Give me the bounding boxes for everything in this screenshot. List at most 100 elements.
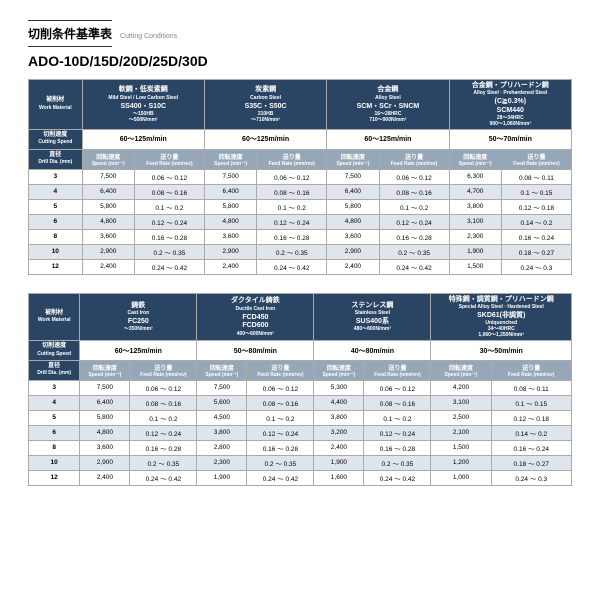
dia-cell: 3 (29, 169, 83, 184)
feed-cell: 0.06 ～ 0.12 (134, 169, 204, 184)
cutting-speed: 60～125m/min (82, 130, 204, 149)
rpm-cell: 4,800 (204, 214, 256, 229)
material-group: 鋳鉄Cast IronFC250～350N/mm² (80, 293, 197, 341)
hdr-rpm: 回転速度Speed (min⁻¹) (197, 360, 247, 380)
rpm-cell: 5,800 (327, 199, 379, 214)
dia-cell: 5 (29, 410, 80, 425)
rpm-cell: 2,400 (80, 470, 130, 485)
rpm-cell: 7,500 (204, 169, 256, 184)
feed-cell: 0.08 ～ 0.16 (247, 395, 314, 410)
rpm-cell: 7,500 (82, 169, 134, 184)
rpm-cell: 1,000 (431, 470, 491, 485)
dia-cell: 8 (29, 440, 80, 455)
feed-cell: 0.08 ～ 0.11 (501, 169, 571, 184)
feed-cell: 0.1 ～ 0.15 (501, 184, 571, 199)
feed-cell: 0.1 ～ 0.2 (134, 199, 204, 214)
rpm-cell: 1,500 (431, 440, 491, 455)
table-row: 55,8000.1 ～ 0.24,5000.1 ～ 0.23,8000.1 ～ … (29, 410, 572, 425)
feed-cell: 0.2 ～ 0.35 (364, 455, 431, 470)
table-row: 55,8000.1 ～ 0.25,8000.1 ～ 0.25,8000.1 ～ … (29, 199, 572, 214)
hdr-rpm: 回転速度Speed (min⁻¹) (80, 360, 130, 380)
feed-cell: 0.16 ～ 0.28 (379, 229, 449, 244)
dia-cell: 3 (29, 380, 80, 395)
rpm-cell: 3,200 (314, 425, 364, 440)
table-row: 102,9000.2 ～ 0.352,9000.2 ～ 0.352,9000.2… (29, 244, 572, 259)
feed-cell: 0.06 ～ 0.12 (247, 380, 314, 395)
rpm-cell: 6,400 (204, 184, 256, 199)
feed-cell: 0.1 ～ 0.2 (130, 410, 197, 425)
rpm-cell: 2,400 (204, 259, 256, 274)
hdr-rpm: 回転速度Speed (min⁻¹) (314, 360, 364, 380)
feed-cell: 0.06 ～ 0.12 (379, 169, 449, 184)
hdr-feed: 送り量Feed Rate (mm/rev) (257, 149, 327, 169)
rpm-cell: 2,900 (327, 244, 379, 259)
rpm-cell: 3,800 (449, 199, 501, 214)
rpm-cell: 4,800 (82, 214, 134, 229)
material-group: 特殊鋼・調質鋼・プリハードン鋼Special Alloy Steel · Har… (431, 293, 572, 341)
hdr-feed: 送り量Feed Rate (mm/rev) (364, 360, 431, 380)
rpm-cell: 7,500 (197, 380, 247, 395)
feed-cell: 0.24 ～ 0.42 (379, 259, 449, 274)
hdr-feed: 送り量Feed Rate (mm/rev) (491, 360, 571, 380)
dia-cell: 8 (29, 229, 83, 244)
material-group: ダクタイル鋳鉄Ductile Cast IronFCD450FCD600400～… (197, 293, 314, 341)
dia-cell: 4 (29, 395, 80, 410)
feed-cell: 0.2 ～ 0.35 (247, 455, 314, 470)
table-row: 37,5000.06 ～ 0.127,5000.06 ～ 0.127,5000.… (29, 169, 572, 184)
rpm-cell: 5,600 (197, 395, 247, 410)
hdr-feed: 送り量Feed Rate (mm/rev) (247, 360, 314, 380)
dia-cell: 5 (29, 199, 83, 214)
rpm-cell: 6,300 (449, 169, 501, 184)
feed-cell: 0.08 ～ 0.16 (364, 395, 431, 410)
hdr-feed: 送り量Feed Rate (mm/rev) (501, 149, 571, 169)
rpm-cell: 2,300 (197, 455, 247, 470)
hdr-rpm: 回転速度Speed (min⁻¹) (431, 360, 491, 380)
cutting-speed: 40～80m/min (314, 341, 431, 360)
hdr-rpm: 回転速度Speed (min⁻¹) (82, 149, 134, 169)
feed-cell: 0.24 ～ 0.42 (247, 470, 314, 485)
dia-cell: 10 (29, 455, 80, 470)
feed-cell: 0.06 ～ 0.12 (257, 169, 327, 184)
rpm-cell: 2,400 (82, 259, 134, 274)
table-row: 122,4000.24 ～ 0.421,9000.24 ～ 0.421,6000… (29, 470, 572, 485)
rpm-cell: 4,500 (197, 410, 247, 425)
table-row: 64,8000.12 ～ 0.244,8000.12 ～ 0.244,8000.… (29, 214, 572, 229)
feed-cell: 0.12 ～ 0.24 (134, 214, 204, 229)
rpm-cell: 1,900 (449, 244, 501, 259)
rpm-cell: 4,800 (327, 214, 379, 229)
hdr-feed: 送り量Feed Rate (mm/rev) (379, 149, 449, 169)
rpm-cell: 2,800 (197, 440, 247, 455)
rpm-cell: 1,900 (314, 455, 364, 470)
feed-cell: 0.1 ～ 0.2 (379, 199, 449, 214)
feed-cell: 0.08 ～ 0.11 (491, 380, 571, 395)
feed-cell: 0.06 ～ 0.12 (130, 380, 197, 395)
rpm-cell: 3,100 (431, 395, 491, 410)
rpm-cell: 4,200 (431, 380, 491, 395)
dia-cell: 10 (29, 244, 83, 259)
dia-cell: 12 (29, 470, 80, 485)
hdr-speed: 切削速度Cutting Speed (29, 341, 80, 360)
rpm-cell: 5,800 (80, 410, 130, 425)
rpm-cell: 3,600 (82, 229, 134, 244)
feed-cell: 0.2 ～ 0.35 (257, 244, 327, 259)
rpm-cell: 3,600 (327, 229, 379, 244)
rpm-cell: 7,500 (80, 380, 130, 395)
rpm-cell: 5,800 (204, 199, 256, 214)
rpm-cell: 2,300 (449, 229, 501, 244)
feed-cell: 0.16 ～ 0.28 (247, 440, 314, 455)
cutting-speed: 30～50m/min (431, 341, 572, 360)
feed-cell: 0.12 ～ 0.24 (257, 214, 327, 229)
rpm-cell: 7,500 (327, 169, 379, 184)
dia-cell: 6 (29, 214, 83, 229)
feed-cell: 0.12 ～ 0.24 (247, 425, 314, 440)
rpm-cell: 3,800 (197, 425, 247, 440)
feed-cell: 0.16 ～ 0.28 (364, 440, 431, 455)
rpm-cell: 2,400 (314, 440, 364, 455)
table-row: 46,4000.08 ～ 0.165,6000.08 ～ 0.164,4000.… (29, 395, 572, 410)
feed-cell: 0.08 ～ 0.16 (257, 184, 327, 199)
feed-cell: 0.1 ～ 0.2 (247, 410, 314, 425)
feed-cell: 0.24 ～ 0.42 (257, 259, 327, 274)
rpm-cell: 2,100 (431, 425, 491, 440)
material-group: 炭素鋼Carbon SteelS35C・S50C210HB～710N/mm² (204, 80, 326, 130)
feed-cell: 0.24 ～ 0.42 (364, 470, 431, 485)
